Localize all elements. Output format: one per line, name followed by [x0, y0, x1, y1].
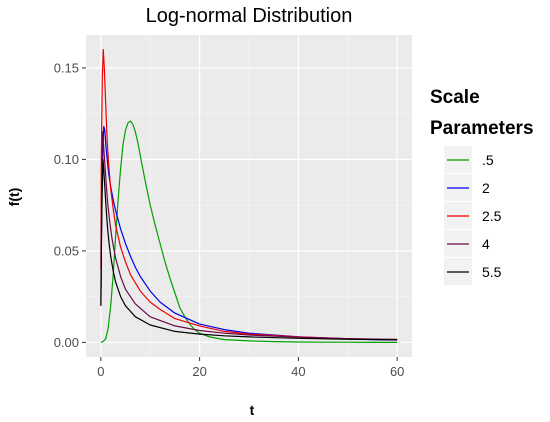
legend-label: 2 [482, 180, 490, 196]
x-axis-title: t [250, 402, 255, 418]
legend-label: 5.5 [482, 264, 502, 280]
y-tick-label: 0.15 [54, 60, 79, 75]
x-tick-label: 40 [291, 364, 305, 379]
y-tick-label: 0.10 [54, 152, 79, 167]
y-axis-ticks: 0.00 0.05 0.10 0.15 [54, 60, 86, 350]
legend-title-line-1: Scale [430, 87, 480, 108]
x-tick-label: 60 [390, 364, 404, 379]
series-line [100, 158, 398, 341]
y-axis-title: f(t) [6, 188, 22, 207]
legend-label: 4 [482, 236, 490, 252]
legend-label: 2.5 [482, 208, 502, 224]
y-tick-label: 0.00 [54, 335, 79, 350]
series-line [100, 48, 398, 341]
x-axis-ticks: 0 20 40 60 [97, 357, 404, 379]
legend: Scale Parameters .5 2 2.5 4 5.5 [430, 87, 534, 285]
series-lines [100, 48, 398, 343]
legend-label: .5 [482, 152, 494, 168]
legend-items: .5 2 2.5 4 5.5 [444, 146, 502, 285]
x-tick-label: 20 [192, 364, 206, 379]
y-tick-label: 0.05 [54, 243, 79, 258]
chart-title: Log-normal Distribution [146, 5, 353, 27]
series-line [100, 120, 398, 343]
legend-title-line-2: Parameters [430, 118, 534, 139]
x-tick-label: 0 [97, 364, 104, 379]
series-line [100, 131, 398, 340]
